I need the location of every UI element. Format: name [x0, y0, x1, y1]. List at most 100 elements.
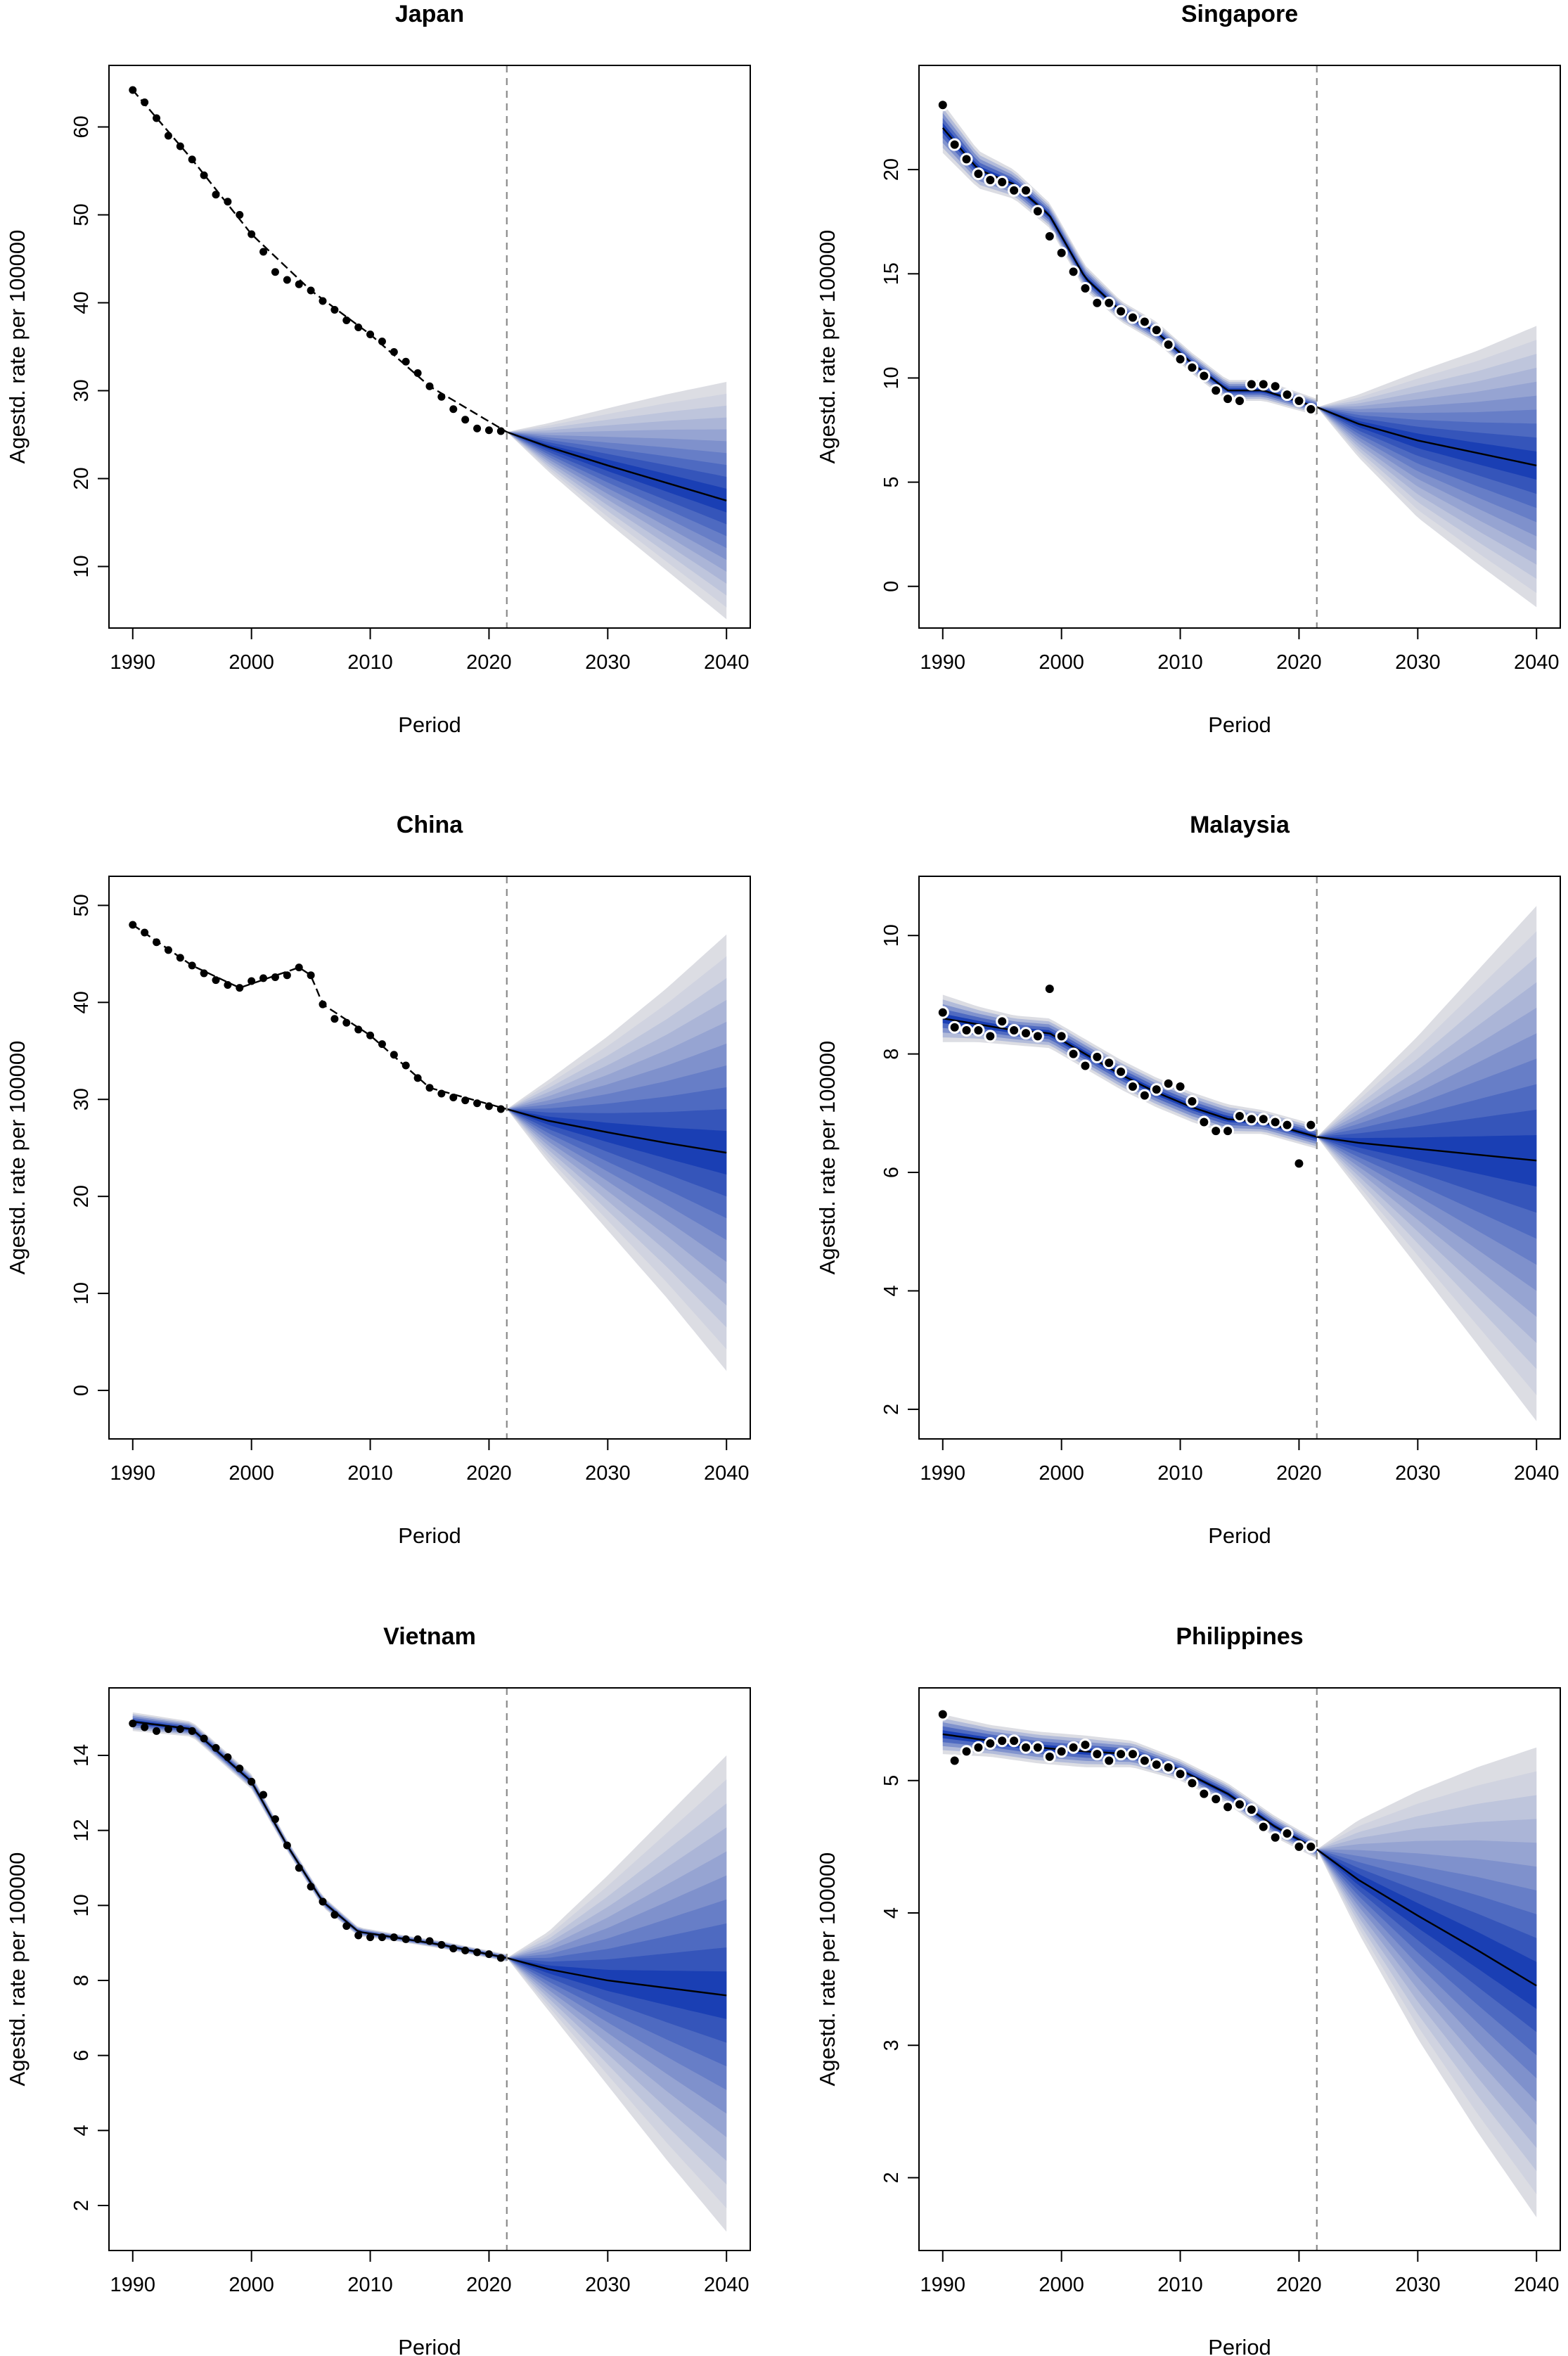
x-tick-label: 1990 — [110, 2274, 156, 2296]
observed-point — [1221, 1800, 1235, 1814]
observed-point — [1209, 1125, 1223, 1138]
x-tick-label: 2000 — [229, 1462, 274, 1485]
fitted-band — [942, 1722, 1317, 1855]
observed-point — [141, 928, 149, 937]
y-tick-label: 40 — [70, 291, 93, 314]
y-tick-label: 0 — [880, 581, 903, 592]
observed-point — [1138, 1754, 1151, 1767]
observed-point — [1268, 1115, 1282, 1129]
y-tick-label: 4 — [880, 1285, 903, 1296]
y-tick-label: 8 — [880, 1049, 903, 1060]
x-axis-label: Period — [398, 2335, 461, 2356]
observed-point — [1103, 1056, 1116, 1070]
observed-point — [1233, 395, 1246, 408]
observed-point — [129, 921, 137, 929]
x-tick-label: 2020 — [466, 651, 512, 674]
fitted-band — [132, 1714, 507, 1961]
observed-point — [212, 191, 220, 199]
observed-point — [354, 1025, 363, 1034]
observed-point — [1233, 1110, 1246, 1123]
x-tick-label: 2010 — [1157, 1462, 1203, 1485]
x-tick-label: 2030 — [1395, 1462, 1441, 1485]
observed-point — [330, 306, 339, 314]
observed-point — [1031, 1030, 1044, 1043]
y-tick-label: 8 — [70, 1975, 93, 1986]
y-tick-label: 14 — [70, 1744, 93, 1767]
observed-point — [366, 1031, 375, 1039]
observed-point — [972, 167, 985, 181]
x-tick-label: 2040 — [704, 1462, 750, 1485]
observed-point — [153, 1727, 161, 1735]
observed-point — [378, 1933, 386, 1942]
observed-point — [378, 1040, 386, 1049]
y-tick-label: 6 — [70, 2050, 93, 2061]
observed-point — [1245, 378, 1258, 391]
observed-point — [1174, 1767, 1187, 1781]
x-tick-label: 2020 — [466, 2274, 512, 2296]
observed-point — [1185, 361, 1199, 374]
observed-point — [390, 1933, 398, 1942]
observed-point — [1150, 324, 1163, 337]
x-tick-label: 2000 — [229, 2274, 274, 2296]
observed-point — [366, 1933, 375, 1942]
observed-point — [378, 338, 386, 345]
forecast-band — [506, 432, 727, 525]
observed-point — [342, 1922, 351, 1931]
plot-area — [129, 921, 727, 1371]
observed-point — [1280, 1827, 1294, 1840]
observed-point — [484, 1102, 493, 1110]
observed-point — [996, 1015, 1009, 1028]
y-tick-label: 10 — [880, 924, 903, 947]
x-tick-label: 2030 — [585, 1462, 631, 1485]
observed-point — [224, 1753, 232, 1762]
observed-point — [972, 1023, 985, 1037]
observed-point — [1245, 1113, 1258, 1126]
observed-point — [1020, 184, 1032, 197]
observed-point — [1292, 1840, 1306, 1853]
observed-point — [437, 392, 446, 401]
observed-point — [449, 1945, 458, 1953]
observed-point — [1174, 352, 1187, 366]
plot-frame — [918, 876, 1561, 1440]
observed-point — [1114, 1065, 1128, 1078]
x-tick-label: 1990 — [920, 1462, 966, 1485]
observed-point — [1150, 1758, 1163, 1772]
observed-point — [1091, 1050, 1104, 1063]
x-tick-label: 2030 — [585, 2274, 631, 2296]
y-tick-label: 60 — [70, 115, 93, 138]
observed-point — [200, 171, 208, 179]
observed-point — [248, 1777, 256, 1786]
x-tick-label: 2030 — [585, 651, 631, 674]
observed-point — [1197, 1787, 1211, 1800]
y-tick-label: 4 — [70, 2125, 93, 2136]
observed-point — [236, 984, 244, 992]
observed-point — [1162, 338, 1175, 352]
observed-point — [484, 426, 493, 435]
forecast-mean-line — [506, 1957, 727, 1997]
observed-point — [1304, 1118, 1318, 1132]
panel-china: China Period Agestd. rate per 100000 199… — [5, 812, 751, 1548]
y-tick-label: 2 — [70, 2200, 93, 2211]
y-tick-label: 4 — [880, 1907, 903, 1919]
observed-point — [1221, 392, 1235, 406]
observed-point — [141, 1723, 149, 1731]
observed-point — [224, 198, 232, 206]
observed-point — [1031, 1741, 1044, 1754]
observed-point — [1126, 1748, 1139, 1761]
y-tick-label: 30 — [70, 1088, 93, 1110]
observed-point — [972, 1741, 985, 1754]
observed-point — [354, 1931, 363, 1940]
observed-point — [295, 280, 303, 288]
observed-point — [1043, 229, 1056, 243]
x-tick-label: 2040 — [1514, 2274, 1560, 2296]
plot-title: Japan — [395, 1, 464, 27]
observed-point — [1020, 1741, 1032, 1754]
x-axis-label: Period — [1208, 712, 1271, 737]
x-tick-label: 2000 — [1039, 1462, 1084, 1485]
observed-point — [960, 1745, 973, 1758]
observed-point — [330, 1015, 339, 1023]
observed-point — [271, 973, 279, 981]
y-tick-label: 2 — [880, 2172, 903, 2183]
observed-point — [1043, 1750, 1056, 1763]
